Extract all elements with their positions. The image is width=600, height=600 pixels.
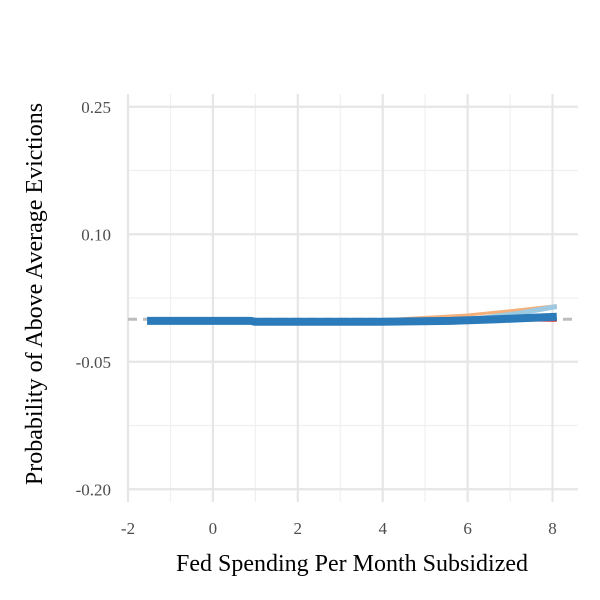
x-tick-labels: -2 0 2 4 6 8: [121, 519, 557, 538]
x-tick-label: 0: [209, 519, 218, 538]
y-tick-label: 0.10: [81, 225, 111, 244]
series-line-4: [147, 312, 557, 326]
y-tick-label: 0.25: [81, 98, 111, 117]
x-tick-label: -2: [121, 519, 135, 538]
grid: [126, 94, 578, 502]
x-tick-label: 2: [294, 519, 303, 538]
x-tick-label: 6: [463, 519, 472, 538]
y-axis-title: Probability of Above Average Evictions: [22, 103, 48, 485]
y-tick-labels: 0.25 0.10 -0.05 -0.20: [76, 98, 111, 500]
y-tick-label: -0.05: [76, 353, 111, 372]
y-tick-label: -0.20: [76, 480, 111, 499]
x-tick-label: 4: [378, 519, 387, 538]
x-tick-label: 8: [548, 519, 557, 538]
x-axis-title: Fed Spending Per Month Subsidized: [176, 551, 528, 577]
series-group: [147, 304, 558, 326]
